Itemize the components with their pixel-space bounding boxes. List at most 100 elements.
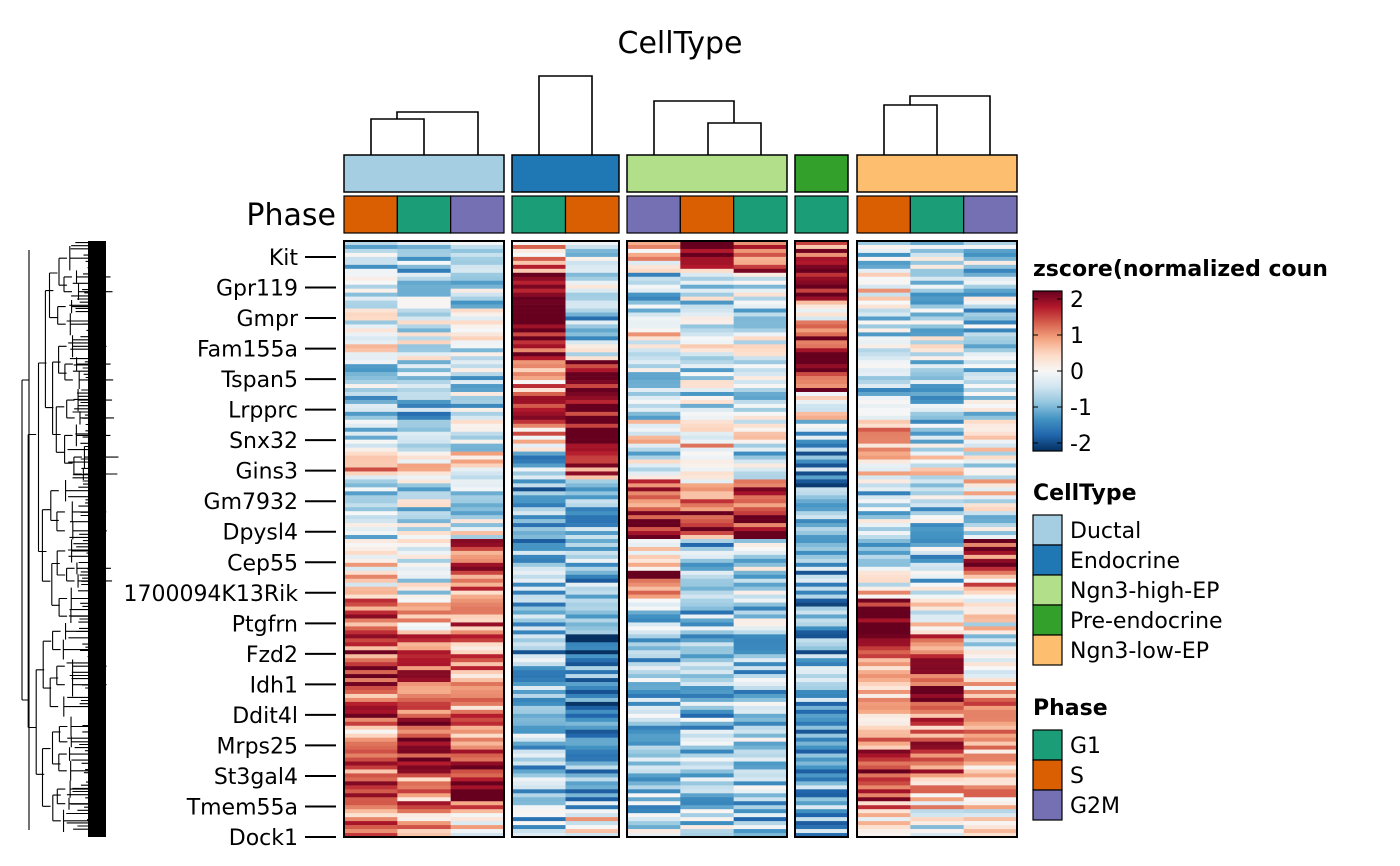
heatmap-cell bbox=[512, 527, 566, 532]
heatmap-cell bbox=[910, 666, 964, 671]
heatmap-cell bbox=[344, 479, 398, 484]
heatmap-cell bbox=[627, 280, 681, 286]
heatmap-cell bbox=[733, 705, 788, 711]
heatmap-cell bbox=[512, 467, 566, 472]
heatmap-cell bbox=[565, 435, 620, 440]
heatmap-cell bbox=[344, 388, 398, 393]
heatmap-cell bbox=[795, 491, 849, 496]
heatmap-cell bbox=[795, 833, 849, 838]
heatmap-cell bbox=[512, 781, 566, 786]
heatmap-cell bbox=[450, 467, 505, 472]
heatmap-cell bbox=[565, 407, 620, 413]
heatmap-cell bbox=[910, 519, 964, 524]
heatmap-cell bbox=[627, 646, 681, 651]
heatmap-cell bbox=[963, 781, 1018, 786]
heatmap-cell bbox=[512, 574, 566, 580]
heatmap-cell bbox=[512, 689, 566, 695]
heatmap-cell bbox=[910, 372, 964, 377]
heatmap-cell bbox=[397, 729, 451, 734]
heatmap-cell bbox=[680, 650, 734, 655]
heatmap-cell bbox=[795, 320, 849, 325]
heatmap-cell bbox=[344, 411, 398, 417]
heatmap-cell bbox=[680, 701, 734, 707]
heatmap-cell bbox=[910, 682, 964, 687]
heatmap-cell bbox=[565, 709, 620, 715]
heatmap-cell bbox=[397, 666, 451, 671]
heatmap-cell bbox=[963, 415, 1018, 421]
heatmap-cell bbox=[627, 380, 681, 385]
heatmap-cell bbox=[344, 407, 398, 413]
heatmap-cell bbox=[627, 793, 681, 798]
heatmap-cell bbox=[857, 511, 911, 516]
heatmap-cell bbox=[397, 300, 451, 305]
heatmap-cell bbox=[857, 364, 911, 369]
heatmap-cell bbox=[565, 666, 620, 671]
heatmap-cell bbox=[795, 781, 849, 786]
heatmap-cell bbox=[450, 765, 505, 770]
gene-label: Ddit4l bbox=[232, 704, 298, 729]
heatmap-cell bbox=[344, 475, 398, 480]
heatmap-cell bbox=[344, 241, 398, 246]
heatmap-cell bbox=[910, 248, 964, 254]
heatmap-cell bbox=[857, 527, 911, 532]
gene-label: 1700094K13Rik bbox=[123, 582, 298, 607]
heatmap-cell bbox=[910, 391, 964, 397]
heatmap-cell bbox=[857, 539, 911, 544]
heatmap-cell bbox=[450, 813, 505, 818]
heatmap-cell bbox=[450, 550, 505, 556]
heatmap-cell bbox=[963, 562, 1018, 568]
heatmap-cell bbox=[512, 777, 566, 782]
heatmap-cell bbox=[795, 459, 849, 464]
heatmap-cell bbox=[857, 793, 911, 798]
heatmap-cell bbox=[627, 483, 681, 488]
heatmap-cell bbox=[450, 292, 505, 297]
heatmap-cell bbox=[733, 670, 788, 675]
heatmap-cell bbox=[795, 753, 849, 758]
heatmap-cell bbox=[397, 459, 451, 464]
heatmap-cell bbox=[627, 471, 681, 476]
heatmap-cell bbox=[397, 276, 451, 282]
heatmap-cell bbox=[963, 439, 1018, 444]
heatmap-cell bbox=[733, 280, 788, 286]
heatmap-cell bbox=[857, 622, 911, 627]
heatmap-cell bbox=[963, 380, 1018, 385]
heatmap-cell bbox=[680, 737, 734, 742]
heatmap-cell bbox=[857, 570, 911, 576]
heatmap-cell bbox=[627, 833, 681, 838]
heatmap-cell bbox=[680, 535, 734, 540]
heatmap-cell bbox=[450, 678, 505, 683]
heatmap-cell bbox=[565, 415, 620, 421]
heatmap-cell bbox=[733, 713, 788, 719]
heatmap-cell bbox=[450, 252, 505, 258]
heatmap-cell bbox=[512, 344, 566, 349]
heatmap-cell bbox=[344, 821, 398, 826]
heatmap-cell bbox=[680, 352, 734, 357]
heatmap-cell bbox=[565, 825, 620, 830]
heatmap-cell bbox=[680, 467, 734, 472]
heatmap-column bbox=[565, 241, 620, 838]
heatmap-cell bbox=[857, 531, 911, 536]
heatmap-cell bbox=[857, 296, 911, 301]
heatmap-cell bbox=[627, 546, 681, 552]
heatmap-cell bbox=[857, 312, 911, 317]
heatmap-cell bbox=[680, 511, 734, 516]
heatmap-cell bbox=[963, 773, 1018, 778]
heatmap-cell bbox=[857, 241, 911, 246]
heatmap-cell bbox=[627, 535, 681, 540]
heatmap-cell bbox=[963, 507, 1018, 512]
heatmap-cell bbox=[450, 411, 505, 417]
heatmap-cell bbox=[565, 352, 620, 357]
heatmap-cell bbox=[795, 495, 849, 500]
heatmap-cell bbox=[680, 674, 734, 679]
heatmap-cell bbox=[344, 797, 398, 802]
heatmap-cell bbox=[565, 495, 620, 500]
heatmap-cell bbox=[450, 666, 505, 671]
heatmap-cell bbox=[397, 296, 451, 301]
heatmap-cell bbox=[910, 419, 964, 425]
heatmap-cell bbox=[512, 360, 566, 365]
heatmap-cell bbox=[344, 499, 398, 504]
heatmap-body bbox=[343, 240, 1018, 838]
heatmap-cell bbox=[450, 527, 505, 532]
heatmap-cell bbox=[450, 749, 505, 754]
